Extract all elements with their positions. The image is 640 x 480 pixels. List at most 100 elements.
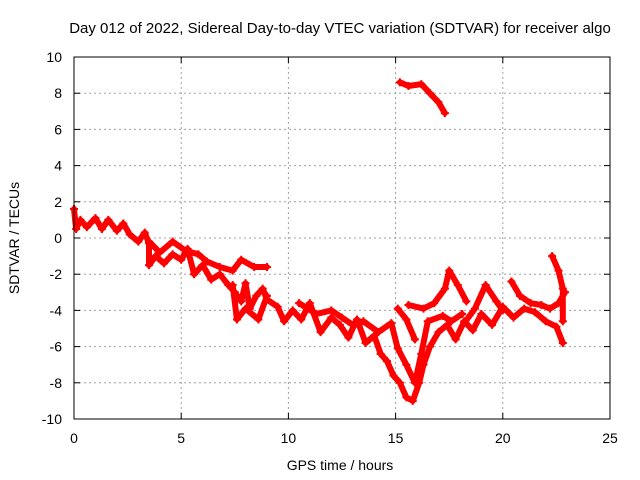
data-point	[558, 317, 567, 326]
series-branch-d	[394, 305, 418, 343]
data-point	[207, 275, 216, 284]
data-point	[280, 317, 289, 326]
data-point	[462, 297, 471, 306]
data-point	[125, 230, 134, 239]
data-point	[198, 261, 207, 270]
data-point	[181, 246, 190, 255]
data-point	[305, 299, 314, 308]
data-point	[498, 306, 507, 315]
data-point	[312, 310, 321, 319]
ticks	[73, 56, 611, 420]
grid	[74, 57, 610, 419]
y-tick-label: 6	[54, 121, 62, 137]
data-point	[134, 237, 143, 246]
series-main	[71, 206, 566, 404]
data-point	[232, 315, 241, 324]
data-point	[393, 304, 402, 313]
data-point	[252, 291, 261, 300]
data-point	[82, 223, 91, 232]
series-layer	[70, 78, 569, 405]
data-point	[440, 109, 449, 118]
y-tick-label: 4	[54, 158, 62, 174]
data-point	[530, 308, 539, 317]
data-point	[507, 277, 516, 286]
y-tick-label: -4	[50, 302, 63, 318]
data-point	[402, 360, 411, 369]
x-tick-label: 25	[602, 430, 618, 446]
data-point	[395, 378, 404, 387]
data-point	[548, 252, 557, 261]
data-point	[492, 297, 501, 306]
y-tick-label: 2	[54, 194, 62, 210]
data-point	[119, 219, 128, 228]
data-point	[76, 215, 85, 224]
data-point	[404, 81, 413, 90]
data-point	[215, 270, 224, 279]
data-point	[250, 262, 259, 271]
data-point	[526, 299, 535, 308]
data-point	[359, 317, 368, 326]
data-point	[468, 326, 477, 335]
data-point	[374, 328, 383, 337]
data-point	[558, 338, 567, 347]
data-point	[434, 98, 443, 107]
data-point	[241, 279, 250, 288]
data-point	[228, 281, 237, 290]
data-point	[481, 281, 490, 290]
data-point	[140, 228, 149, 237]
data-point	[145, 261, 154, 270]
data-point	[434, 328, 443, 337]
x-tick-labels: 0 5 10 15 20 25	[70, 430, 618, 446]
data-point	[410, 378, 419, 387]
series-branch-a	[146, 238, 270, 274]
data-point	[155, 248, 164, 257]
data-point	[215, 262, 224, 271]
data-point	[262, 291, 271, 300]
data-point	[262, 262, 271, 271]
data-point	[72, 224, 81, 233]
data-point	[402, 315, 411, 324]
data-point	[458, 310, 467, 319]
data-point	[545, 304, 554, 313]
data-point	[438, 311, 447, 320]
x-tick-label: 15	[388, 430, 404, 446]
data-point	[509, 313, 518, 322]
data-point	[258, 284, 267, 293]
y-tick-label: -6	[50, 339, 63, 355]
data-point	[477, 310, 486, 319]
y-tick-labels: -10 -8 -6 -4 -2 0 2 4 6 8 10	[42, 49, 62, 427]
x-axis-label: GPS time / hours	[287, 457, 394, 473]
y-axis-label: SDTVAR / TECUs	[6, 182, 22, 294]
data-point	[447, 317, 456, 326]
data-point	[228, 266, 237, 275]
data-point	[460, 319, 469, 328]
data-point	[417, 349, 426, 358]
data-point	[151, 252, 160, 261]
data-point	[419, 304, 428, 313]
data-point	[451, 335, 460, 344]
y-tick-label: -8	[50, 375, 63, 391]
data-point	[338, 313, 346, 322]
data-point	[344, 333, 353, 342]
data-point	[410, 335, 419, 344]
data-point	[295, 299, 304, 308]
data-point	[348, 320, 357, 329]
data-point	[237, 297, 246, 306]
data-point	[443, 320, 452, 329]
x-tick-label: 20	[495, 430, 511, 446]
data-point	[520, 304, 529, 313]
data-point	[430, 299, 439, 308]
data-point	[273, 302, 282, 311]
data-point	[327, 313, 336, 322]
data-point	[393, 344, 402, 353]
data-point	[417, 80, 426, 89]
data-point	[425, 89, 434, 98]
series-branch-h	[549, 253, 566, 325]
data-point	[537, 300, 546, 309]
data-point	[168, 237, 177, 246]
data-point	[145, 237, 154, 246]
data-point	[423, 317, 432, 326]
y-tick-label: -2	[50, 266, 63, 282]
x-tick-label: 0	[70, 430, 78, 446]
